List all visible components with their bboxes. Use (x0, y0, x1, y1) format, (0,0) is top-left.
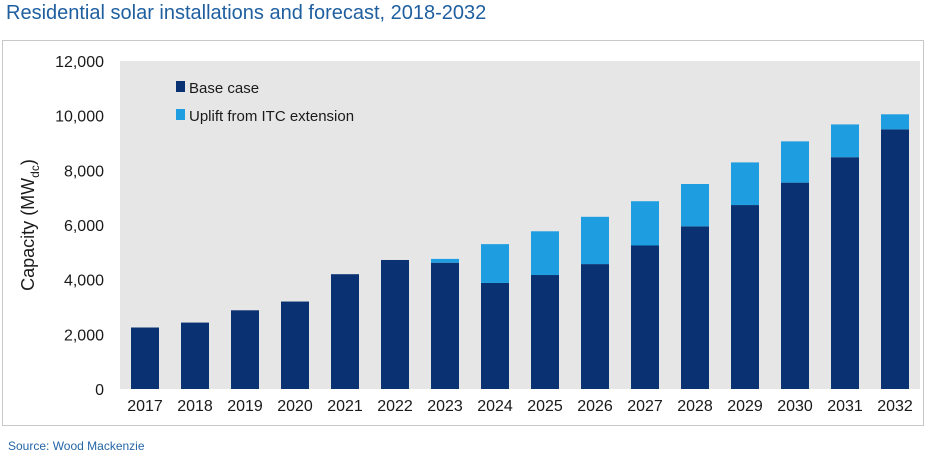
y-tick-label-2000: 2,000 (64, 327, 104, 344)
y-axis-label: Capacity (MWdc) (18, 159, 42, 291)
x-tick-label-2019: 2019 (227, 398, 263, 415)
x-tick-label-2032: 2032 (877, 398, 913, 415)
bar-uplift-2030 (781, 141, 809, 183)
bar-uplift-2031 (831, 124, 859, 158)
legend: Base case Uplift from ITC extension (176, 80, 354, 125)
x-tick-label-2030: 2030 (777, 398, 813, 415)
bar-base-case-2029 (731, 205, 759, 389)
bar-uplift-2023 (431, 258, 459, 263)
bar-base-case-2025 (531, 275, 559, 389)
y-tick-label-0: 0 (95, 382, 104, 399)
x-tick-label-2027: 2027 (627, 398, 663, 415)
y-tick-label-6000: 6,000 (64, 218, 104, 235)
chart-title: Residential solar installations and fore… (6, 2, 487, 24)
legend-label-uplift: Uplift from ITC extension (189, 108, 354, 125)
legend-label-base-case: Base case (189, 80, 259, 97)
chart-frame (2, 40, 924, 426)
bar-base-case-2032 (881, 129, 909, 390)
y-tick-labels: 0 2,000 4,000 6,000 8,000 10,000 12,000 (55, 54, 104, 399)
x-tick-label-2020: 2020 (277, 398, 313, 415)
bar-base-case-2020 (281, 301, 309, 389)
x-tick-label-2031: 2031 (827, 398, 863, 415)
bar-uplift-2025 (531, 231, 559, 276)
y-tick-label-8000: 8,000 (64, 163, 104, 180)
x-tick-labels: 2017 2018 2019 2020 2021 2022 2023 2024 2025 2026… (127, 398, 913, 415)
y-tick-label-12000: 12,000 (55, 54, 104, 71)
bar-uplift-2027 (631, 201, 659, 246)
y-tick-label-4000: 4,000 (64, 273, 104, 290)
bar-uplift-2032 (881, 114, 909, 130)
x-tick-label-2018: 2018 (177, 398, 213, 415)
bar-base-case-2024 (481, 282, 509, 389)
bar-base-case-2018 (181, 322, 209, 389)
y-axis-label-subscript: dc (28, 165, 42, 178)
x-tick-label-2025: 2025 (527, 398, 563, 415)
x-tick-label-2026: 2026 (577, 398, 613, 415)
x-tick-label-2029: 2029 (727, 398, 763, 415)
y-axis-label-close: ) (18, 159, 38, 165)
bar-base-case-2027 (631, 245, 659, 389)
bar-base-case-2028 (681, 226, 709, 389)
bar-base-case-2022 (381, 259, 409, 389)
bar-base-case-2023 (431, 262, 459, 389)
bars-group (131, 114, 909, 390)
bar-uplift-2029 (731, 162, 759, 206)
x-tick-label-2017: 2017 (127, 398, 163, 415)
legend-swatch-base-case (176, 81, 185, 92)
y-tick-label-10000: 10,000 (55, 109, 104, 126)
bar-base-case-2019 (231, 310, 259, 389)
bar-base-case-2026 (581, 264, 609, 389)
x-tick-label-2028: 2028 (677, 398, 713, 415)
x-tick-label-2023: 2023 (427, 398, 463, 415)
bar-uplift-2026 (581, 216, 609, 265)
x-tick-label-2022: 2022 (377, 398, 413, 415)
x-tick-label-2024: 2024 (477, 398, 513, 415)
bar-base-case-2017 (131, 327, 159, 389)
y-axis-label-main: Capacity (MW (18, 178, 38, 291)
bar-base-case-2031 (831, 157, 859, 389)
legend-swatch-uplift (176, 109, 185, 120)
bar-base-case-2021 (331, 274, 359, 389)
bar-uplift-2028 (681, 184, 709, 227)
bar-base-case-2030 (781, 182, 809, 389)
source-note: Source: Wood Mackenzie (8, 439, 145, 453)
bar-uplift-2024 (481, 244, 509, 283)
x-tick-label-2021: 2021 (327, 398, 363, 415)
